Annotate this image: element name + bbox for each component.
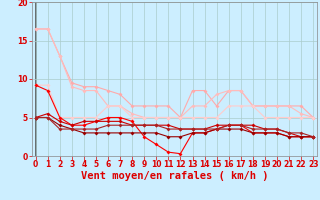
- X-axis label: Vent moyen/en rafales ( km/h ): Vent moyen/en rafales ( km/h ): [81, 171, 268, 181]
